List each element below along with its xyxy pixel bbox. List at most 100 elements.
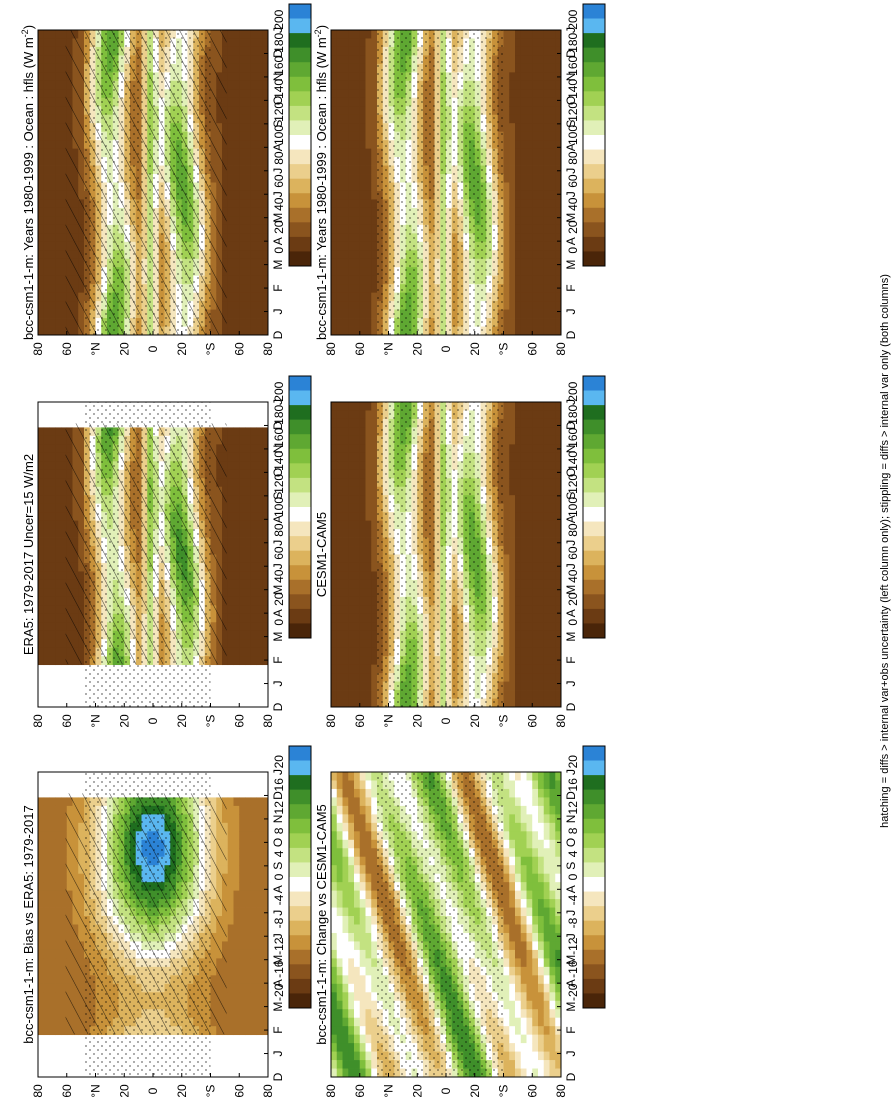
heatmap-cell (354, 410, 361, 420)
heatmap-cell (38, 275, 45, 285)
panel-tl-hatching (65, 30, 227, 335)
heatmap-cell (38, 63, 45, 73)
heatmap-cell (520, 123, 527, 133)
heatmap-cell (239, 520, 246, 530)
heatmap-cell (331, 486, 338, 496)
heatmap-cell (549, 63, 556, 73)
heatmap-cell (526, 284, 533, 294)
heatmap-cell (359, 698, 366, 708)
heatmap-cell (331, 275, 338, 285)
heatmap-cell (233, 605, 240, 615)
heatmap-cell (555, 258, 562, 268)
heatmap-cell (239, 207, 246, 217)
heatmap-cell (49, 427, 56, 437)
heatmap-cell (256, 182, 263, 192)
heatmap-cell (61, 435, 68, 445)
heatmap-cell (532, 284, 539, 294)
heatmap-cell (520, 224, 527, 234)
heatmap-cell (354, 182, 361, 192)
heatmap-cell (227, 241, 234, 251)
heatmap-cell (348, 123, 355, 133)
heatmap-cell (331, 444, 338, 454)
heatmap-cell (61, 72, 68, 82)
heatmap-cell (509, 30, 516, 39)
heatmap-cell (43, 461, 50, 471)
heatmap-cell (371, 435, 378, 445)
heatmap-cell (515, 89, 522, 99)
heatmap-cell (365, 148, 372, 158)
heatmap-cell (354, 512, 361, 522)
heatmap-cell (336, 639, 343, 649)
heatmap-cell (256, 605, 263, 615)
heatmap-cell (239, 537, 246, 547)
heatmap-cell (43, 639, 50, 649)
heatmap-cell (227, 309, 234, 319)
heatmap-cell (503, 30, 510, 39)
heatmap-cell (38, 250, 45, 260)
heatmap-cell (233, 72, 240, 82)
heatmap-cell (250, 55, 257, 65)
heatmap-cell (538, 157, 545, 166)
heatmap-cell (227, 579, 234, 589)
heatmap-cell (49, 512, 56, 522)
heatmap-cell (262, 520, 269, 530)
heatmap-cell (555, 97, 562, 107)
heatmap-cell (515, 106, 522, 116)
heatmap-cell (245, 529, 252, 538)
heatmap-cell (555, 165, 562, 175)
heatmap-cell (336, 174, 343, 183)
heatmap-cell (555, 123, 562, 133)
heatmap-cell (520, 174, 527, 183)
heatmap-cell (509, 174, 516, 183)
heatmap-cell (262, 174, 269, 183)
heatmap-cell (365, 89, 372, 99)
heatmap-cell (348, 165, 355, 175)
lat-tick-label: 60 (353, 342, 367, 356)
heatmap-cell (233, 486, 240, 496)
heatmap-cell (245, 216, 252, 226)
heatmap-cell (250, 250, 257, 260)
heatmap-cell (245, 267, 252, 277)
heatmap-cell (348, 207, 355, 217)
heatmap-cell (555, 190, 562, 200)
heatmap-cell (520, 63, 527, 73)
heatmap-cell (342, 241, 349, 251)
heatmap-cell (526, 275, 533, 285)
heatmap-cell (359, 554, 366, 564)
heatmap-cell (227, 131, 234, 141)
heatmap-cell (555, 114, 562, 124)
heatmap-cell (245, 309, 252, 319)
heatmap-cell (227, 656, 234, 666)
heatmap-cell (239, 182, 246, 192)
heatmap-cell (532, 267, 539, 277)
heatmap-cell (256, 131, 263, 141)
heatmap-cell (227, 605, 234, 615)
heatmap-cell (55, 520, 62, 530)
heatmap-cell (49, 284, 56, 294)
heatmap-cell (359, 131, 366, 141)
heatmap-cell (331, 131, 338, 141)
lat-tick-label: 80 (554, 342, 568, 356)
heatmap-cell (336, 647, 343, 657)
heatmap-cell (365, 410, 372, 420)
heatmap-cell (239, 148, 246, 158)
heatmap-cell (555, 250, 562, 260)
heatmap-cell (38, 596, 45, 606)
heatmap-cell (61, 165, 68, 175)
heatmap-cell (227, 46, 234, 56)
heatmap-cell (359, 605, 366, 615)
heatmap-cell (245, 165, 252, 175)
heatmap-cell (348, 292, 355, 302)
heatmap-cell (538, 258, 545, 268)
heatmap-cell (43, 520, 50, 530)
heatmap-cell (239, 486, 246, 496)
heatmap-cell (532, 233, 539, 243)
heatmap-cell (233, 571, 240, 581)
heatmap-cell (43, 537, 50, 547)
heatmap-cell (354, 435, 361, 445)
heatmap-cell (336, 486, 343, 496)
heatmap-cell (245, 301, 252, 310)
heatmap-cell (227, 520, 234, 530)
heatmap-cell (354, 690, 361, 699)
heatmap-cell (549, 233, 556, 243)
